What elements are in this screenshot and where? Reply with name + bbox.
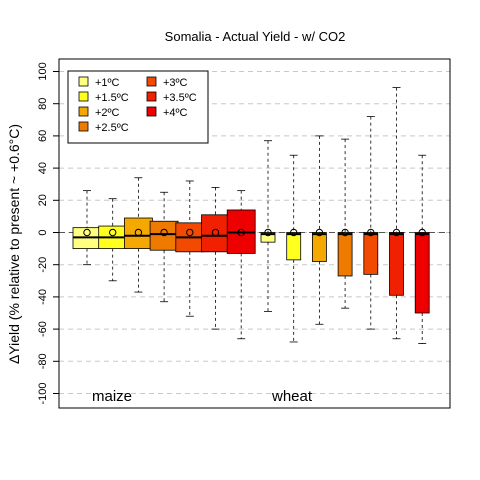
legend-label: +1.5ºC: [95, 92, 129, 104]
legend-swatch: [146, 106, 157, 117]
group-wheat: [260, 87, 430, 344]
box-body: [414, 232, 430, 314]
legend-label: +2ºC: [95, 107, 120, 119]
legend-label: +3.5ºC: [163, 92, 197, 104]
box-wheat-5: [389, 87, 404, 340]
y-tick-label: 40: [37, 162, 49, 174]
legend-label: +4ºC: [163, 107, 188, 119]
box-wheat-6: [414, 154, 430, 344]
box-wheat-2: [311, 135, 327, 325]
legend-swatch: [146, 91, 157, 102]
legend-swatch: [78, 106, 89, 117]
y-tick-label: 80: [37, 98, 49, 110]
y-tick-label: -60: [37, 321, 49, 337]
mean-marker: [211, 228, 220, 237]
box-body: [389, 232, 404, 296]
legend-label: +3ºC: [163, 77, 188, 89]
mean-marker: [160, 228, 168, 237]
legend-item: +3.5ºC: [146, 91, 197, 104]
legend-swatch: [78, 76, 89, 87]
box-body: [337, 232, 353, 277]
y-tick-label: -40: [37, 289, 49, 305]
mean-marker: [109, 228, 117, 237]
plot-frame: [58, 58, 451, 409]
y-tick-label: 0: [37, 229, 49, 235]
y-axis: -100 -80 -60 -40 -20 0 20 40 60 80 100: [37, 62, 59, 405]
legend-box: [67, 70, 209, 144]
chart-title: Somalia - Actual Yield - w/ CO2: [165, 29, 346, 44]
box-body: [286, 232, 302, 261]
legend-item: +1ºC: [78, 76, 120, 89]
y-tick-label: 100: [37, 62, 49, 80]
box-maize-1: [98, 198, 128, 282]
box-series: [72, 87, 430, 344]
legend-swatch: [78, 121, 89, 132]
mean-marker: [341, 228, 349, 237]
mean-marker: [186, 228, 194, 237]
y-tick-label: -80: [37, 353, 49, 369]
y-tick-label: -20: [37, 257, 49, 273]
group-label-maize: maize: [92, 388, 132, 405]
legend-item: +2ºC: [78, 106, 120, 119]
legend-swatch: [146, 76, 157, 87]
y-tick-label: 20: [37, 194, 49, 206]
mean-marker: [264, 228, 272, 237]
legend-item: +1.5ºC: [78, 91, 129, 104]
y-tick-label: 60: [37, 130, 49, 142]
box-wheat-3: [337, 138, 353, 309]
mean-marker: [315, 228, 324, 237]
box-maize-3: [149, 191, 179, 303]
box-wheat-0: [260, 140, 276, 312]
box-maize-2: [124, 177, 153, 293]
mean-marker: [134, 228, 143, 237]
box-wheat-1: [286, 154, 302, 343]
box-body: [260, 232, 276, 243]
y-axis-label: ΔYield (% relative to present ~ +0.6°C): [6, 124, 22, 364]
group-label-wheat: wheat: [271, 388, 313, 405]
y-tick-label: -100: [37, 382, 49, 404]
legend: +1ºC +1.5ºC +2ºC +2.5ºC +3ºC +3.5ºC +4ºC: [67, 70, 209, 144]
box-wheat-4: [363, 116, 379, 330]
legend-label: +2.5ºC: [95, 122, 129, 134]
legend-item: +4ºC: [146, 106, 188, 119]
box-body: [363, 232, 379, 275]
box-maize-5: [201, 187, 230, 330]
mean-marker: [418, 228, 426, 237]
group-maize: [72, 177, 256, 340]
legend-swatch: [78, 91, 89, 102]
box-body: [311, 232, 327, 262]
box-maize-4: [175, 180, 205, 317]
group-labels: maize wheat: [92, 388, 313, 405]
mean-marker: [290, 228, 298, 237]
legend-label: +1ºC: [95, 77, 120, 89]
box-body: [201, 214, 230, 253]
mean-marker: [237, 228, 245, 237]
mean-marker: [83, 228, 91, 237]
mean-marker: [367, 228, 375, 237]
box-body: [124, 217, 153, 249]
box-maize-6: [226, 190, 256, 340]
legend-item: +2.5ºC: [78, 121, 129, 134]
legend-item: +3ºC: [146, 76, 188, 89]
box-maize-0: [72, 190, 102, 266]
mean-marker: [392, 228, 401, 237]
